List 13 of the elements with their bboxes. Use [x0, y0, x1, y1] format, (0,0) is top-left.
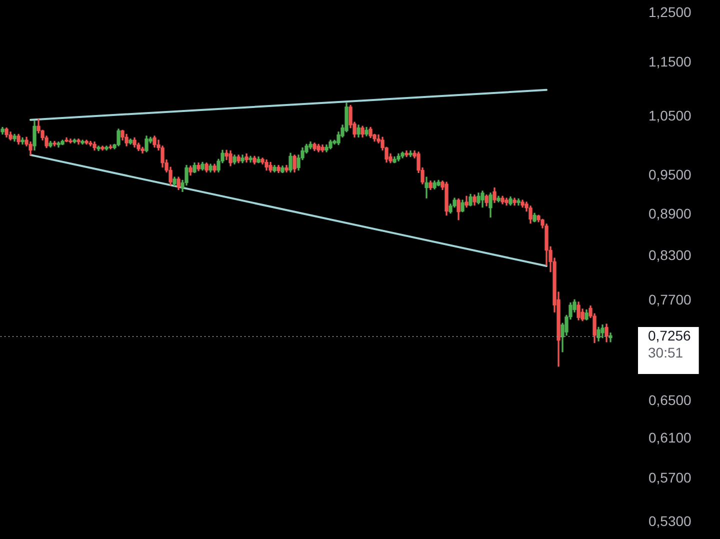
y-tick-label: 0,7700: [648, 291, 692, 308]
text: 30:51: [648, 344, 684, 361]
ref-line-label: 0,7256: [648, 328, 692, 344]
y-tick-label: 0,6500: [648, 392, 692, 408]
y-tick-label: 1,2500: [648, 4, 692, 20]
y-tick-label: 0,8300: [648, 246, 692, 263]
y-tick-label: 0,5700: [648, 470, 692, 486]
y-tick-label: 0,5300: [648, 512, 692, 529]
y-tick-label: 0,9500: [648, 166, 692, 183]
y-tick-label: 0,6100: [648, 429, 692, 446]
y-tick-label: 0,8900: [648, 205, 692, 222]
y-tick-label: 1,1500: [648, 53, 692, 70]
y-tick-label: 1,0500: [648, 107, 692, 124]
